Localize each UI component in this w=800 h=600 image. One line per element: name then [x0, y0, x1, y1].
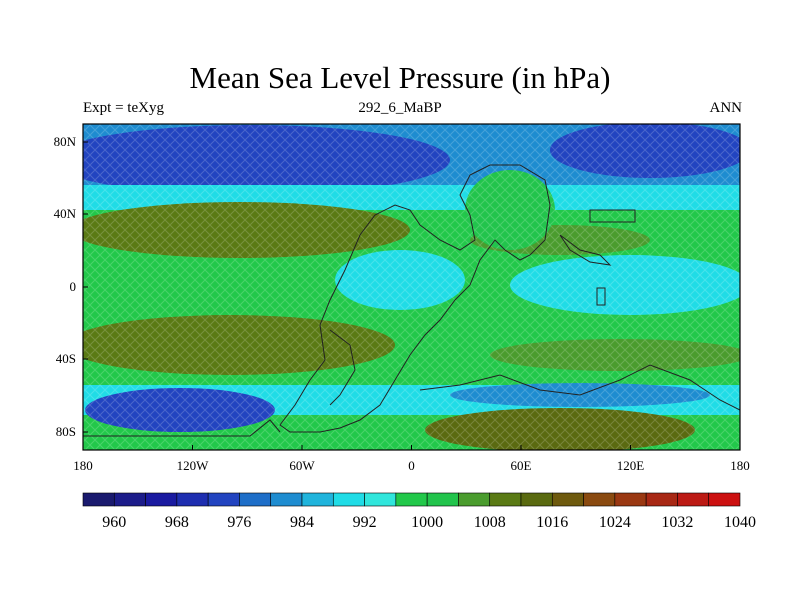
colorbar-swatch: [520, 492, 553, 507]
y-tick-label: 0: [70, 279, 77, 294]
page-title: Mean Sea Level Pressure (in hPa): [189, 60, 611, 95]
colorbar-label: 968: [165, 514, 189, 531]
colorbar-swatch: [708, 492, 741, 507]
colorbar-swatch: [207, 492, 240, 507]
x-tick-label: 120W: [177, 458, 210, 473]
colorbar-label: 1016: [536, 514, 568, 531]
colorbar-label: 1040: [724, 514, 756, 531]
x-tick-label: 60E: [511, 458, 532, 473]
colorbar-swatch: [270, 492, 303, 507]
colorbar-swatch: [614, 492, 647, 507]
colorbar-swatch: [395, 492, 428, 507]
x-tick-label: 120E: [617, 458, 645, 473]
x-tick-label: 60W: [289, 458, 315, 473]
colorbar-label: 1024: [599, 514, 631, 531]
colorbar-swatch: [489, 492, 522, 507]
colorbar-swatch: [426, 492, 459, 507]
pressure-field: [83, 124, 740, 450]
colorbar-swatch: [583, 492, 616, 507]
colorbar-swatch: [301, 492, 334, 507]
colorbar-label: 976: [227, 514, 251, 531]
colorbar-swatch: [82, 492, 115, 507]
season-label: ANN: [709, 100, 743, 116]
axis-ticks: [82, 141, 741, 450]
colorbar-swatch: [239, 492, 272, 507]
colorbar-label: 992: [353, 514, 377, 531]
y-tick-label: 40S: [56, 351, 76, 366]
y-tick-label: 80S: [56, 424, 76, 439]
experiment-label: Expt = teXyg: [83, 100, 164, 116]
colorbar-swatch: [458, 492, 491, 507]
colorbar-label: 1008: [474, 514, 506, 531]
colorbar-swatch: [113, 492, 146, 507]
colorbar-label: 984: [290, 514, 314, 531]
colorbar-swatch: [551, 492, 584, 507]
colorbar-swatch: [364, 492, 397, 507]
colorbar-label: 1000: [411, 514, 443, 531]
coastlines: [83, 164, 740, 437]
colorbar-swatch: [176, 492, 209, 507]
colorbar-labels: 960 968 976 984 992 1000 1008 1016 1024 1032 1040: [102, 514, 756, 531]
period-label: 292_6_MaBP: [358, 100, 442, 116]
x-tick-label: 180: [73, 458, 93, 473]
colorbar-swatch: [645, 492, 678, 507]
colorbar-swatch: [332, 492, 365, 507]
y-tick-label: 80N: [54, 134, 77, 149]
x-tick-label: 0: [408, 458, 415, 473]
x-tick-label: 180: [730, 458, 750, 473]
colorbar-label: 960: [102, 514, 126, 531]
colorbar-swatch: [145, 492, 178, 507]
colorbar-label: 1032: [661, 514, 693, 531]
colorbar: [82, 492, 741, 507]
colorbar-swatch: [677, 492, 710, 507]
y-tick-label: 40N: [54, 206, 77, 221]
